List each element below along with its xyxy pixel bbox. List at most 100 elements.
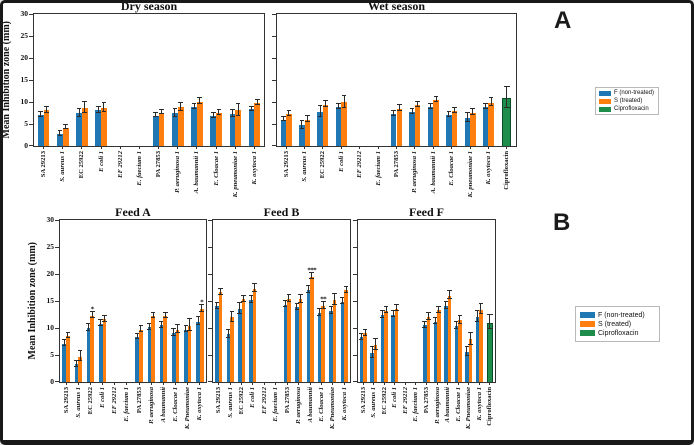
x-tick-label: A baumannii — [159, 387, 167, 423]
x-tick-label: S. aureus 1 — [226, 387, 234, 418]
y-tick — [272, 79, 276, 81]
bar-non-treated — [159, 325, 164, 382]
x-tick-label: E coli 1 — [249, 387, 257, 408]
error-bar — [305, 284, 311, 294]
x-tick-label: PA 27853 — [393, 151, 400, 178]
y-tick-label: 30 — [20, 9, 29, 18]
error-bar — [468, 331, 473, 345]
bar-treated — [158, 112, 165, 146]
bar-treated — [151, 316, 155, 382]
error-bar-line — [490, 98, 492, 106]
bar-treated — [78, 356, 82, 382]
y-axis-label: Mean Inhibition zone (mm) — [3, 14, 12, 146]
legend-panel-b: F (non-treated) S (treated) Ciprofloxacin — [575, 306, 660, 342]
error-bar-line — [453, 108, 455, 113]
error-bar-line — [219, 288, 221, 295]
error-bar-line — [103, 315, 105, 322]
error-bar-line — [242, 295, 244, 302]
y-tick-label: 0 — [50, 377, 54, 386]
error-bar — [475, 309, 480, 322]
error-bar — [86, 322, 91, 332]
x-tick-label: E. Cloacae 1 — [317, 387, 325, 422]
error-bar — [159, 320, 164, 328]
bar-non-treated — [340, 301, 345, 382]
error-bar-line — [506, 86, 508, 108]
x-tick-label: E. Cloacae 1 — [454, 387, 462, 422]
significance-annotation: ** — [320, 295, 327, 304]
x-tick-label: P. aeruginosa 1 — [411, 151, 419, 193]
y-tick — [353, 246, 357, 248]
x-tick-label: SA 29213 — [40, 151, 48, 178]
error-bar — [74, 359, 79, 367]
x-tick — [362, 382, 364, 385]
y-tick-label: 5 — [24, 119, 28, 128]
error-bar — [102, 314, 107, 323]
legend-swatch — [580, 321, 595, 327]
y-tick — [55, 220, 59, 221]
x-tick — [414, 146, 416, 149]
error-bar-line — [392, 310, 394, 317]
bar-non-treated — [226, 334, 231, 382]
x-tick-label: E. Cloacae 1 — [212, 151, 220, 186]
error-bar-line — [398, 105, 400, 110]
error-bar — [159, 108, 164, 115]
error-bar-line — [185, 325, 187, 332]
error-bar — [191, 103, 197, 109]
bar-non-treated — [191, 106, 197, 146]
y-tick — [208, 220, 212, 221]
error-bar — [89, 311, 95, 318]
legend-label: F (non-treated) — [614, 90, 655, 96]
error-bar-line — [382, 311, 384, 317]
error-bar-line — [299, 295, 301, 302]
error-bar-line — [469, 332, 471, 344]
error-bar — [464, 346, 470, 356]
x-tick — [373, 382, 375, 385]
x-tick — [162, 382, 164, 385]
bar-treated — [163, 316, 168, 382]
error-bar — [391, 110, 397, 116]
error-bar — [183, 324, 189, 333]
y-tick — [29, 57, 33, 59]
chart-title: Feed F — [409, 205, 444, 219]
error-bar — [63, 123, 68, 130]
error-bar-line — [231, 311, 233, 321]
bar-treated — [101, 107, 107, 146]
bar-non-treated — [86, 328, 91, 382]
bar-treated — [175, 329, 180, 382]
bar-treated — [479, 309, 483, 382]
error-bar-line — [306, 115, 308, 122]
x-tick — [43, 146, 45, 149]
error-bar — [216, 108, 222, 116]
error-bar — [82, 101, 88, 113]
y-tick — [55, 273, 59, 275]
error-bar-line — [216, 302, 218, 309]
error-bar-line — [311, 273, 313, 279]
bar-non-treated — [210, 116, 217, 146]
bar-non-treated — [76, 113, 82, 146]
error-bar-line — [288, 111, 290, 115]
bar-non-treated — [171, 332, 176, 382]
y-tick — [272, 123, 276, 125]
y-tick — [353, 220, 357, 221]
error-bar — [138, 324, 144, 333]
error-bar-line — [319, 309, 321, 315]
error-bar — [38, 111, 43, 117]
x-tick-label: EC 25922 — [238, 387, 246, 415]
legend-label: Ciprofloxacin — [598, 329, 639, 337]
bar-non-treated — [57, 134, 63, 146]
x-tick — [489, 382, 491, 385]
error-bar-line — [218, 109, 220, 115]
error-bar — [328, 305, 334, 314]
y-tick — [29, 145, 33, 146]
bar-treated — [298, 299, 303, 382]
x-tick-label: A. baumannii 1 — [429, 151, 437, 194]
x-tick — [241, 382, 243, 385]
x-tick-label: S. aureus 1 — [59, 151, 67, 182]
x-tick — [126, 382, 128, 385]
panel-a-letter: A — [554, 7, 572, 34]
error-bar — [197, 97, 203, 104]
bar-treated — [458, 320, 462, 382]
bar-non-treated — [464, 118, 471, 146]
bar-non-treated — [454, 325, 459, 382]
error-bar-line — [250, 296, 252, 302]
